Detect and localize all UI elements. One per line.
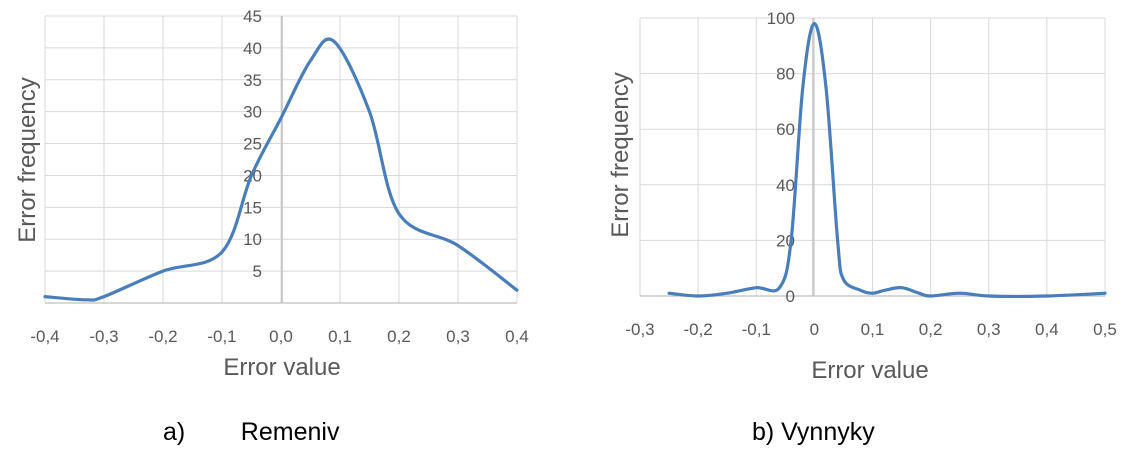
y-tick-label: 40 <box>776 176 795 195</box>
x-tick-label: 0,2 <box>919 320 943 339</box>
y-axis-title: Error frequency <box>14 77 41 242</box>
x-axis-title: Error value <box>223 354 340 381</box>
y-tick-label: 100 <box>767 9 795 28</box>
x-tick-label: 0,3 <box>446 327 470 346</box>
x-tick-label: 0,1 <box>328 327 352 346</box>
x-tick-label: 0,1 <box>861 320 885 339</box>
y-tick-label: 10 <box>243 230 262 249</box>
x-tick-label: -0,3 <box>625 320 654 339</box>
x-tick-label: -0,4 <box>30 327 59 346</box>
y-tick-label: 25 <box>243 135 262 154</box>
chart-2: -0,3 -0,2 -0,1 0 0,1 0,2 0,3 0,4 0,5020406080100… <box>607 9 1117 446</box>
y-axis-title: Error frequency <box>607 72 634 237</box>
x-tick-label: -0,1 <box>207 327 236 346</box>
y-tick-label: 40 <box>243 39 262 58</box>
x-tick-label: -0,1 <box>742 320 771 339</box>
y-tick-label: 80 <box>776 65 795 84</box>
series-line <box>667 22 1107 298</box>
x-axis-title: Error value <box>811 357 928 384</box>
y-tick-label: 30 <box>243 103 262 122</box>
x-tick-label: 0,2 <box>387 327 411 346</box>
y-tick-label: 5 <box>253 262 262 281</box>
x-tick-label: 0 <box>810 320 819 339</box>
x-tick-label: 0,3 <box>977 320 1001 339</box>
y-tick-label: 45 <box>243 7 262 26</box>
x-tick-label: -0,2 <box>683 320 712 339</box>
series-line <box>43 37 519 302</box>
y-tick-label: 0 <box>786 287 795 306</box>
chart-caption: b) Vynnyky <box>752 418 875 446</box>
y-tick-label: 35 <box>243 71 262 90</box>
y-tick-label: 60 <box>776 120 795 139</box>
x-tick-label: 0,4 <box>505 327 529 346</box>
x-tick-label: 0,4 <box>1035 320 1059 339</box>
x-tick-label: 0,5 <box>1093 320 1117 339</box>
chart-caption: a) Remeniv <box>163 418 340 446</box>
x-tick-label: -0,2 <box>148 327 177 346</box>
y-tick-label: 15 <box>243 198 262 217</box>
chart-1: -0,4 -0,3 -0,2 -0,1 0,0 0,1 0,2 0,3 0,4510152025… <box>14 7 529 446</box>
x-tick-label: -0,3 <box>89 327 118 346</box>
x-tick-label: 0,0 <box>269 327 293 346</box>
